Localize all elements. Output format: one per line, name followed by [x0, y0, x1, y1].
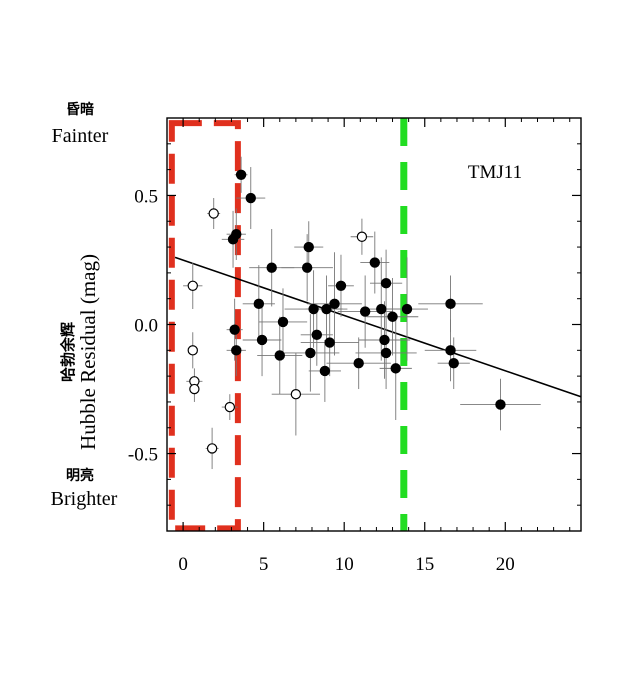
data-point-filled	[353, 358, 364, 369]
y-axis-label-cn: 哈勃余辉	[59, 322, 77, 382]
data-point-filled	[379, 334, 390, 346]
x-tick-label: 0	[178, 554, 188, 575]
data-point-filled	[369, 257, 381, 268]
x-tick-label: 20	[496, 554, 515, 575]
data-point-open	[189, 383, 200, 395]
data-point-filled	[387, 311, 398, 322]
data-points	[187, 169, 506, 454]
y-top-label-cn: 昏暗	[66, 101, 94, 118]
data-point-filled	[335, 280, 347, 291]
data-point-filled	[376, 303, 387, 315]
data-point-filled	[256, 334, 268, 346]
red-dashed-box	[168, 120, 241, 532]
data-point-open	[356, 231, 368, 242]
data-point-filled	[229, 324, 240, 335]
x-tick-label: 15	[415, 554, 434, 575]
data-point-filled	[380, 278, 392, 289]
y-axis-label: Hubble Residual (mag)	[76, 254, 100, 450]
fit-line-layer	[174, 256, 582, 398]
data-point-filled	[311, 329, 323, 341]
data-point-filled	[301, 262, 313, 273]
data-point-filled	[380, 347, 392, 359]
data-point-filled	[401, 303, 413, 315]
data-point-open	[290, 388, 302, 400]
data-point-filled	[245, 192, 256, 204]
data-point-open	[206, 443, 218, 454]
y-bottom-label-cn: 明亮	[66, 467, 94, 484]
data-point-filled	[448, 358, 459, 369]
data-point-filled	[266, 262, 277, 273]
data-point-filled	[235, 169, 247, 180]
y-tick-label: -0.5	[128, 445, 158, 466]
annotation-tmj11: TMJ11	[468, 162, 522, 183]
data-point-filled	[390, 363, 401, 374]
data-point-filled	[495, 399, 506, 410]
data-point-filled	[445, 298, 456, 310]
data-point-filled	[324, 337, 335, 348]
x-tick-label: 10	[335, 554, 354, 575]
data-point-filled	[319, 365, 331, 377]
data-point-filled	[329, 298, 340, 310]
data-point-open	[187, 280, 198, 291]
data-point-filled	[253, 298, 265, 310]
fit-line	[174, 256, 582, 398]
data-point-open	[224, 401, 236, 413]
y-bottom-label-en: Brighter	[51, 488, 118, 510]
data-point-filled	[231, 345, 242, 356]
y-tick-label: 0.5	[134, 186, 158, 207]
data-point-filled	[445, 345, 456, 356]
y-tick-label: 0.0	[134, 316, 158, 337]
axis-ticks: 0 5 10 15 20 0.5 0.0 -0.5	[128, 118, 581, 575]
data-point-filled	[303, 241, 314, 253]
x-tick-label: 5	[259, 554, 269, 575]
data-point-filled	[305, 347, 316, 359]
y-top-label-en: Fainter	[52, 125, 109, 147]
data-point-open	[208, 208, 219, 219]
data-point-filled	[227, 234, 239, 245]
data-point-filled	[359, 306, 371, 317]
data-point-filled	[308, 303, 319, 315]
data-point-filled	[277, 316, 289, 328]
data-point-open	[187, 345, 198, 356]
data-point-filled	[321, 303, 332, 315]
data-point-filled	[274, 350, 285, 361]
